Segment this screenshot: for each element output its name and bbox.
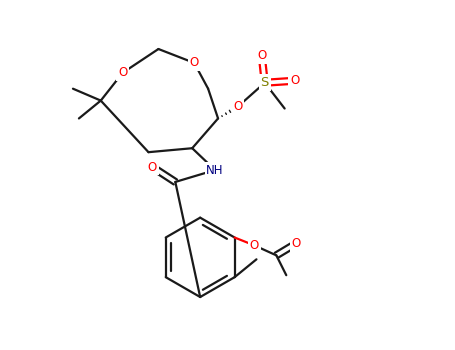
Text: O: O (290, 74, 299, 87)
Text: S: S (261, 76, 269, 89)
Text: NH: NH (206, 163, 224, 176)
Text: O: O (233, 100, 243, 113)
Text: O: O (250, 239, 259, 252)
Text: O: O (257, 49, 267, 62)
Text: O: O (148, 161, 157, 174)
Text: O: O (292, 237, 301, 250)
Text: O: O (118, 66, 127, 79)
Text: O: O (190, 56, 199, 69)
